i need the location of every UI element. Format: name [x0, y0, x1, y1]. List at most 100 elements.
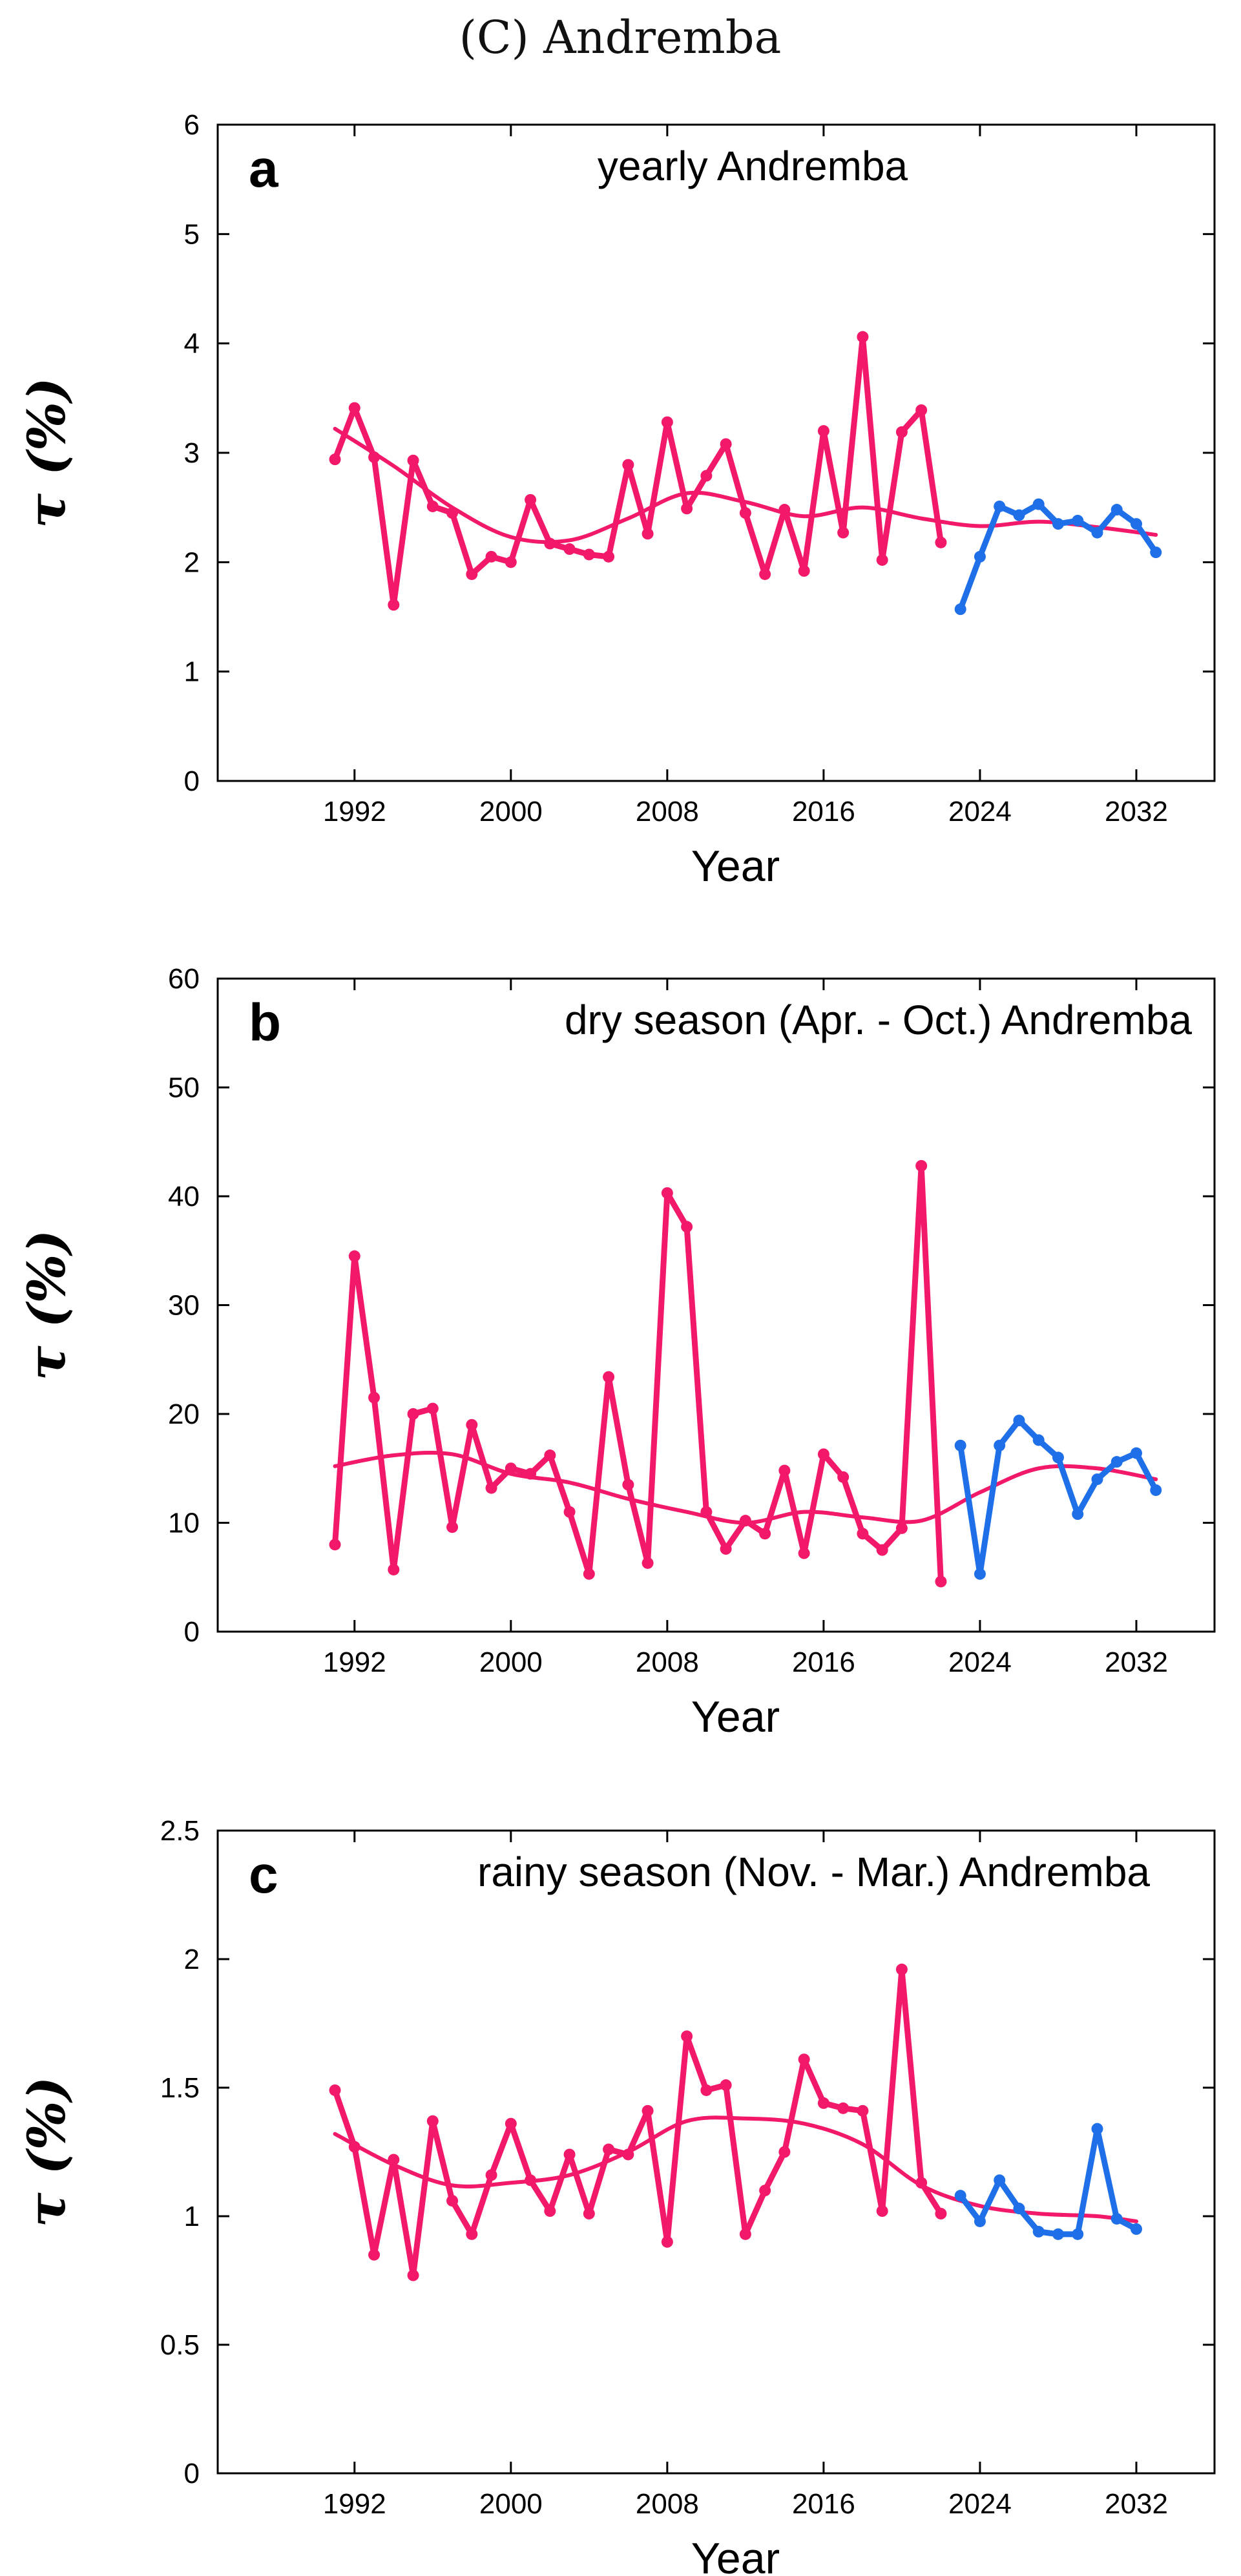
- forecast-data-point: [1130, 1447, 1142, 1459]
- observed-data-point: [857, 331, 869, 343]
- forecast-data-point: [994, 1439, 1006, 1451]
- observed-data-point: [622, 2148, 634, 2161]
- observed-data-point: [876, 2205, 888, 2218]
- observed-data-point: [368, 451, 381, 463]
- y-tick-label: 20: [168, 1398, 200, 1430]
- observed-data-point: [583, 1568, 595, 1580]
- observed-data-point: [426, 1402, 439, 1415]
- x-tick-label: 1992: [323, 1646, 386, 1678]
- observed-data-point: [681, 1221, 693, 1233]
- x-tick-label: 2032: [1105, 796, 1168, 827]
- observed-data-point: [544, 537, 556, 550]
- y-tick-label: 1: [184, 2201, 200, 2232]
- observed-data-point: [935, 536, 947, 548]
- forecast-data-point: [1091, 1473, 1103, 1486]
- observed-data-point: [700, 1506, 713, 1518]
- observed-data-point: [505, 556, 517, 568]
- x-axis-title: Year: [691, 2534, 780, 2576]
- y-tick-label: 3: [184, 437, 200, 469]
- forecast-data-point: [1013, 509, 1025, 521]
- observed-data-point: [876, 1544, 888, 1556]
- observed-data-point: [466, 2228, 478, 2240]
- observed-data-point: [348, 402, 360, 414]
- y-tick-label: 6: [184, 109, 200, 141]
- x-tick-label: 2008: [636, 2488, 699, 2520]
- observed-data-point: [681, 2030, 693, 2042]
- forecast-data-point: [1032, 2225, 1045, 2238]
- observed-data-point: [544, 1449, 556, 1462]
- forecast-data-point: [1032, 1434, 1045, 1446]
- observed-data-point: [466, 568, 478, 580]
- y-tick-label: 1.5: [160, 2072, 200, 2104]
- observed-data-point: [817, 1448, 829, 1460]
- observed-data-point: [544, 2205, 556, 2218]
- observed-data-point: [563, 543, 576, 556]
- observed-data-point: [798, 2053, 810, 2066]
- x-tick-label: 2032: [1105, 1646, 1168, 1678]
- observed-data-point: [759, 1528, 771, 1540]
- observed-data-point: [563, 1506, 576, 1518]
- observed-data-point: [915, 2177, 928, 2189]
- y-tick-label: 50: [168, 1072, 200, 1104]
- observed-data-point: [583, 548, 595, 561]
- forecast-data-point: [954, 1439, 966, 1451]
- observed-data-point: [426, 2115, 439, 2127]
- observed-data-point: [388, 1563, 400, 1575]
- x-axis-title: Year: [691, 1692, 780, 1741]
- chart-panel-a: 0 1 2 3 4 5 6 1992 2000 2008 2016 2024 2032 a yearly A…: [16, 109, 1216, 891]
- forecast-data-point: [1111, 504, 1123, 516]
- observed-data-point: [739, 2228, 751, 2240]
- observed-data-point: [446, 2195, 459, 2207]
- forecast-data-point: [1013, 2203, 1025, 2215]
- observed-data-point: [505, 1462, 517, 1475]
- y-tick-label: 0: [184, 2458, 200, 2489]
- forecast-data-point: [974, 2215, 986, 2227]
- y-tick-label: 0.5: [160, 2329, 200, 2361]
- y-tick-label: 4: [184, 328, 200, 360]
- forecast-data-point: [1130, 518, 1142, 530]
- y-tick-label: 2: [184, 546, 200, 578]
- observed-data-point: [778, 2146, 791, 2158]
- x-tick-label: 1992: [323, 2488, 386, 2520]
- y-tick-label: 10: [168, 1508, 200, 1539]
- observed-data-point: [895, 1522, 908, 1534]
- y-tick-label: 30: [168, 1290, 200, 1322]
- observed-data-point: [857, 2104, 869, 2117]
- y-axis-title: τ (%): [16, 1230, 77, 1380]
- observed-data-point: [446, 507, 459, 519]
- y-tick-label: 0: [184, 765, 200, 797]
- x-tick-label: 2008: [636, 1646, 699, 1678]
- y-tick-label: 1: [184, 656, 200, 688]
- y-tick-label: 0: [184, 1616, 200, 1648]
- observed-data-point: [622, 459, 634, 471]
- observed-data-point: [368, 1391, 381, 1404]
- observed-data-point: [798, 565, 810, 577]
- observed-data-point: [329, 453, 341, 466]
- forecast-data-point: [1111, 1456, 1123, 1468]
- panel-caption: dry season (Apr. - Oct.) Andremba: [565, 997, 1192, 1043]
- observed-data-point: [935, 1575, 947, 1588]
- x-tick-label: 2000: [479, 796, 543, 827]
- panel-caption: yearly Andremba: [598, 143, 908, 189]
- observed-data-point: [485, 2169, 497, 2181]
- observed-data-point: [388, 2154, 400, 2166]
- observed-data-point: [720, 2079, 732, 2092]
- observed-data-point: [817, 425, 829, 437]
- observed-data-point: [485, 1482, 497, 1494]
- observed-data-point: [368, 2249, 381, 2261]
- forecast-data-point: [974, 1568, 986, 1580]
- observed-data-point: [641, 1557, 654, 1569]
- observed-data-point: [407, 454, 419, 466]
- forecast-data-point: [1111, 2212, 1123, 2225]
- observed-data-point: [759, 568, 771, 580]
- observed-data-point: [661, 1187, 673, 1199]
- observed-data-point: [661, 416, 673, 428]
- observed-data-point: [876, 554, 888, 566]
- trend-series-line: [333, 2115, 1138, 2223]
- observed-data-point: [426, 500, 439, 512]
- observed-data-point: [915, 404, 928, 416]
- observed-data-point: [759, 2185, 771, 2197]
- observed-data-point: [895, 426, 908, 438]
- y-tick-label: 2.5: [160, 1815, 200, 1847]
- observed-data-point: [700, 2084, 713, 2096]
